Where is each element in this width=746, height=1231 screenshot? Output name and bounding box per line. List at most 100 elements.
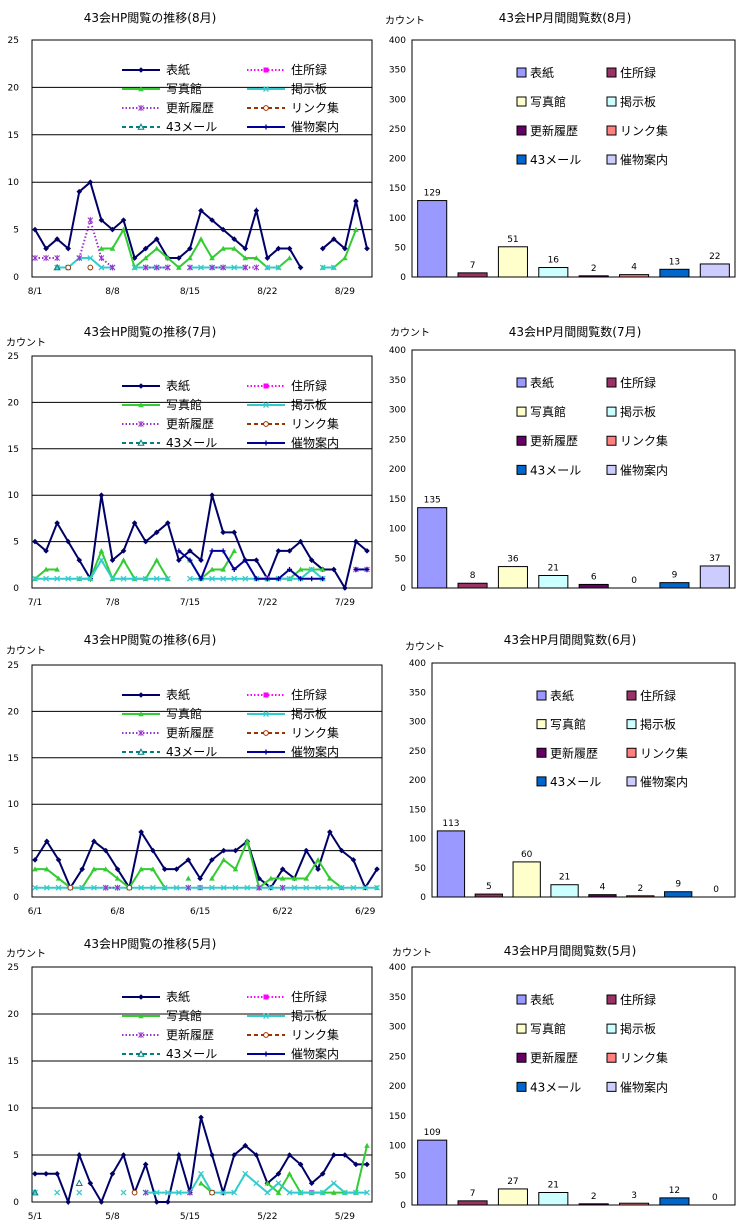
bar-住所録 xyxy=(457,1200,488,1206)
legend-label: 掲示板 xyxy=(291,81,327,96)
series-line xyxy=(178,549,323,581)
legend-label: 43メール xyxy=(550,775,601,789)
legend-item: 43メール xyxy=(122,120,217,134)
data-point xyxy=(220,529,226,536)
bar-住所録 xyxy=(457,272,488,278)
legend-label: 表紙 xyxy=(166,62,190,77)
data-point xyxy=(173,884,180,891)
y-tick-label: 10 xyxy=(8,1104,20,1114)
legend-label: 写真館 xyxy=(550,717,586,732)
legend-swatch xyxy=(626,747,637,758)
data-point xyxy=(209,875,215,881)
legend-item: 催物案内 xyxy=(247,744,339,759)
data-point xyxy=(187,245,193,252)
data-point xyxy=(165,520,171,526)
bar-更新履歴 xyxy=(578,583,609,589)
legend-marker xyxy=(137,748,145,755)
data-point xyxy=(54,255,60,262)
y-tick-label: 400 xyxy=(389,36,406,46)
data-point xyxy=(268,875,274,881)
legend-item: 43メール xyxy=(516,463,581,477)
y-tick-label: 20 xyxy=(8,398,20,408)
bar-掲示板 xyxy=(538,267,569,278)
data-point xyxy=(164,1189,171,1196)
legend-marker xyxy=(138,383,144,389)
y-tick-label: 50 xyxy=(395,1171,407,1181)
legend-item: 43メール xyxy=(516,1080,581,1094)
data-point xyxy=(138,866,144,872)
data-point xyxy=(315,884,321,891)
data-point xyxy=(87,255,94,261)
series-line xyxy=(35,1117,367,1206)
data-point xyxy=(55,884,62,891)
legend-marker xyxy=(138,692,144,698)
legend-marker xyxy=(263,105,269,111)
data-point xyxy=(220,245,226,251)
x-tick-label: 6/22 xyxy=(273,907,293,917)
y-tick-label: 25 xyxy=(8,352,19,362)
legend-item: 写真館 xyxy=(536,717,586,732)
legend-item: 住所録 xyxy=(606,65,656,80)
series-line xyxy=(57,257,113,269)
legend-label: リンク集 xyxy=(620,1050,668,1065)
series-line xyxy=(34,180,302,269)
data-point xyxy=(326,884,333,891)
legend-swatch xyxy=(536,719,547,730)
y-tick-label: 15 xyxy=(8,754,19,764)
legend-item: 表紙 xyxy=(516,992,554,1007)
legend-label: リンク集 xyxy=(291,1027,339,1042)
legend-swatch xyxy=(516,1081,527,1092)
data-point xyxy=(65,245,71,252)
legend-label: 写真館 xyxy=(166,706,202,721)
data-point xyxy=(65,538,71,545)
y-tick-label: 350 xyxy=(389,993,406,1003)
line-chart-1: 43会HP閲覧の推移(8月) 0 5 10 15 20 25 8/1 8/8 8/15 8/22 8/… xyxy=(8,11,373,297)
y-tick-label: 15 xyxy=(8,131,19,141)
legend-swatch xyxy=(516,377,527,388)
x-tick-label: 7/8 xyxy=(105,598,120,608)
legend-label: 写真館 xyxy=(530,94,566,109)
legend-label: 写真館 xyxy=(166,81,202,96)
legend-item: 更新履歴 xyxy=(122,100,214,115)
x-tick-label: 8/29 xyxy=(335,287,355,297)
data-point xyxy=(98,264,105,271)
legend-label: リンク集 xyxy=(291,416,339,431)
bar-43メール xyxy=(659,268,690,278)
x-tick-label: 5/15 xyxy=(180,1212,200,1222)
bar-更新履歴 xyxy=(588,894,617,898)
data-point xyxy=(175,1189,182,1196)
data-point xyxy=(197,875,203,882)
data-point xyxy=(31,1188,39,1196)
data-point xyxy=(87,575,94,582)
data-point xyxy=(43,548,49,554)
legend-label: 写真館 xyxy=(166,1008,202,1023)
legend-item: 写真館 xyxy=(516,94,566,109)
y-tick-label: 5 xyxy=(13,1151,19,1161)
data-point xyxy=(264,264,271,271)
data-point xyxy=(220,1189,227,1196)
legend-swatch xyxy=(606,406,617,417)
legend-label: 更新履歴 xyxy=(530,123,578,138)
data-point xyxy=(142,1189,149,1196)
legend-item: 催物案内 xyxy=(247,435,339,450)
y-tick-label: 250 xyxy=(409,747,426,757)
legend-item: 写真館 xyxy=(122,81,202,96)
y-tick-label: 5 xyxy=(13,226,19,236)
data-point xyxy=(98,1199,105,1205)
data-point xyxy=(264,1189,271,1196)
data-point xyxy=(297,1161,304,1168)
data-point xyxy=(164,575,171,582)
legend-swatch xyxy=(606,1052,617,1063)
plot-frame xyxy=(431,662,736,898)
bar-更新履歴 xyxy=(578,275,609,278)
data-point xyxy=(209,1152,215,1158)
data-point xyxy=(291,884,298,891)
legend-swatch xyxy=(606,125,617,136)
y-axis-label: カウント xyxy=(405,641,445,653)
legend-item: 住所録 xyxy=(626,688,676,703)
legend-label: 表紙 xyxy=(530,375,554,390)
y-tick-label: 350 xyxy=(409,688,426,698)
bar-住所録 xyxy=(457,582,488,589)
data-label: 9 xyxy=(675,880,681,890)
